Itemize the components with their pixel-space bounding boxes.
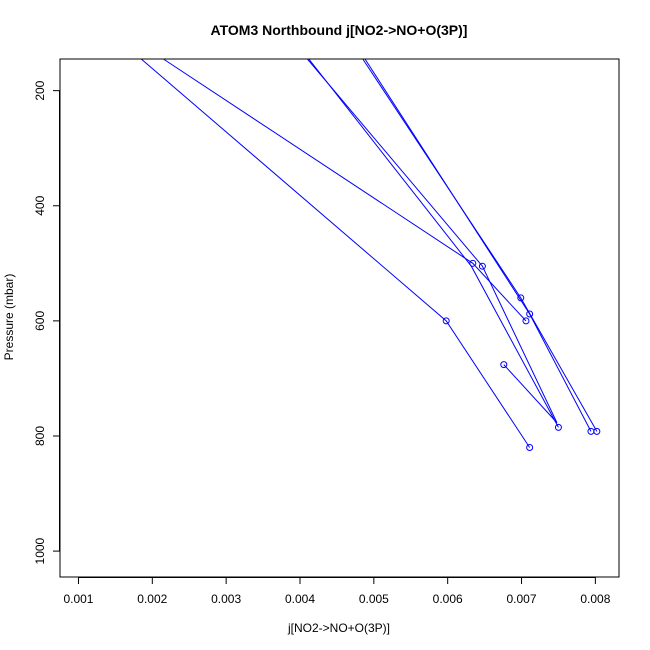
x-tick-label-6: 0.006 xyxy=(433,592,463,606)
plot-frame xyxy=(59,58,620,578)
plot-lines xyxy=(140,58,598,448)
data-point-11 xyxy=(593,427,601,435)
data-point-2 xyxy=(526,444,534,451)
data-point-7 xyxy=(554,423,562,431)
plot-points xyxy=(442,259,601,451)
x-tick-label-4: 0.004 xyxy=(285,592,315,606)
series-line-5 xyxy=(362,58,598,432)
data-point-9 xyxy=(526,310,534,318)
series-line-2 xyxy=(163,58,527,322)
data-point-8 xyxy=(517,294,525,302)
chart-title: ATOM3 Northbound j[NO2->NO+O(3P)] xyxy=(211,22,468,38)
data-point-3 xyxy=(469,259,477,267)
y-tick-label-4: 800 xyxy=(33,426,47,446)
data-point-1 xyxy=(442,317,450,325)
x-tick-label-1: 0.001 xyxy=(63,592,93,606)
y-tick-label-2: 400 xyxy=(33,195,47,215)
x-tick-label-5: 0.005 xyxy=(359,592,389,606)
series-line-1 xyxy=(140,58,531,448)
x-tick-label-2: 0.002 xyxy=(137,592,167,606)
data-point-5 xyxy=(478,262,486,270)
x-tick-label-8: 0.008 xyxy=(580,592,610,606)
series-line-6 xyxy=(364,58,592,432)
data-point-4 xyxy=(522,317,530,325)
series-line-3 xyxy=(306,58,558,424)
y-tick-label-1: 200 xyxy=(33,80,47,100)
y-tick-label-3: 600 xyxy=(33,311,47,331)
x-tick-label-3: 0.003 xyxy=(211,592,241,606)
y-axis-label: Pressure (mbar) xyxy=(2,274,16,361)
x-axis-label: j[NO2->NO+O(3P)] xyxy=(287,621,390,635)
data-point-6 xyxy=(500,361,508,369)
x-tick-label-7: 0.007 xyxy=(507,592,537,606)
y-tick-label-5: 1000 xyxy=(33,537,47,564)
